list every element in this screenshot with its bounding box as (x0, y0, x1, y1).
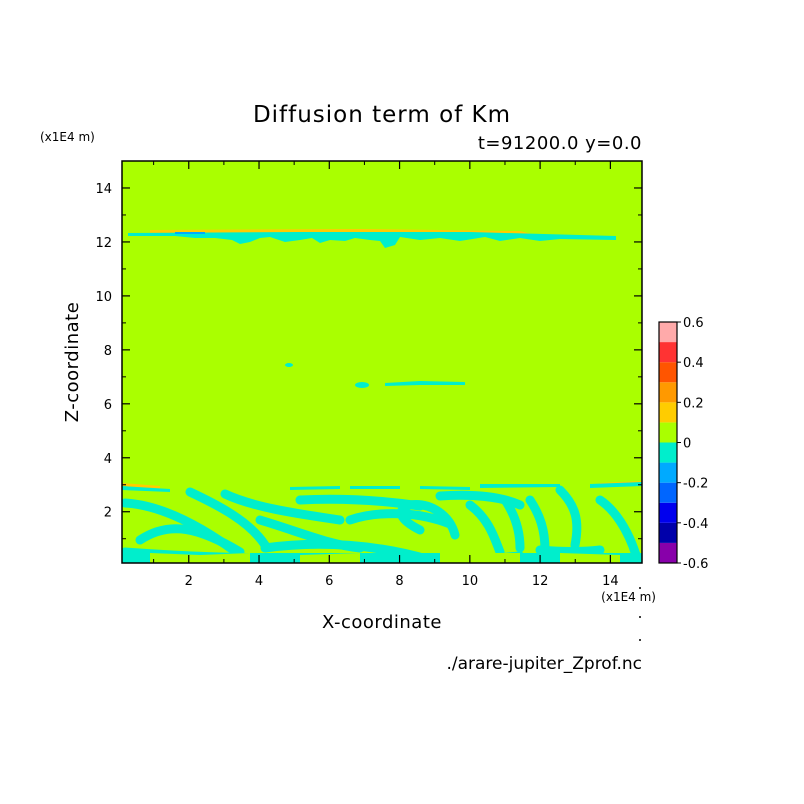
colorbar-swatch (659, 342, 677, 363)
mid-left-blob (355, 382, 369, 388)
lower-bottom-gaps (150, 553, 620, 563)
x-unit-label: (x1E4 m) (601, 590, 656, 604)
y-axis-label: Z-coordinate (62, 302, 83, 423)
field-background (122, 161, 642, 563)
colorbar-tick-label: 0.2 (683, 396, 704, 411)
x-tick-label: 14 (602, 574, 619, 589)
marker-dot (639, 616, 641, 618)
colorbar-swatch (659, 482, 677, 503)
chart-subtitle: t=91200.0 y=0.0 (478, 133, 642, 154)
y-axis-ticks: 2 4 6 8 10 12 14 (95, 160, 642, 540)
colorbar-swatch (659, 362, 677, 383)
x-axis-label: X-coordinate (322, 612, 442, 633)
colorbar-swatch (659, 522, 677, 543)
marker-dot (639, 587, 641, 589)
colorbar-swatch (659, 462, 677, 483)
colorbar-swatch (659, 502, 677, 523)
colorbar-swatch (659, 422, 677, 443)
y-unit-label: (x1E4 m) (40, 130, 95, 144)
colorbar-swatch (659, 402, 677, 423)
x-tick-label: 2 (185, 574, 193, 589)
marker-dot (639, 639, 641, 641)
y-tick-label: 10 (95, 290, 112, 305)
y-tick-label: 6 (104, 398, 112, 413)
upper-layer-blue-streak (175, 232, 205, 234)
upper-layer-feature (128, 229, 616, 248)
lower-top-cyan-line (122, 482, 642, 492)
y-tick-label: 4 (104, 452, 112, 467)
x-tick-label: 12 (532, 574, 549, 589)
colorbar-swatch (659, 442, 677, 463)
x-tick-label: 4 (255, 574, 263, 589)
colorbar-tick-label: 0 (683, 437, 691, 452)
colorbar-tick-label: 0.6 (683, 316, 704, 331)
x-tick-label: 6 (325, 574, 333, 589)
mid-streak (385, 381, 465, 386)
mid-dot (285, 363, 293, 367)
colorbar-swatch (659, 322, 677, 343)
source-file-label: ./arare-jupiter_Zprof.nc (446, 654, 642, 674)
y-tick-label: 14 (95, 182, 112, 197)
chart-title: Diffusion term of Km (253, 102, 511, 128)
colorbar-swatch (659, 382, 677, 403)
colorbar-tick-label: -0.4 (683, 517, 708, 532)
lower-mixing-layer (122, 481, 642, 563)
colorbar-tick-label: -0.6 (683, 557, 708, 572)
mid-level-features (285, 363, 465, 388)
colorbar: -0.6 -0.4 -0.2 0 0.2 0.4 0.6 (658, 316, 708, 572)
colorbar-tick-label: 0.4 (683, 356, 704, 371)
plot-frame (121, 160, 643, 564)
x-tick-label: 8 (395, 574, 403, 589)
plot-area (122, 161, 642, 563)
x-tick-label: 10 (462, 574, 479, 589)
y-tick-label: 12 (95, 236, 112, 251)
y-tick-label: 2 (104, 506, 112, 521)
colorbar-tick-label: -0.2 (683, 477, 708, 492)
y-tick-label: 8 (104, 344, 112, 359)
colorbar-swatch (659, 542, 677, 563)
x-axis-ticks: 2 4 6 8 10 12 14 (153, 161, 619, 589)
upper-layer-cyan (128, 232, 616, 248)
